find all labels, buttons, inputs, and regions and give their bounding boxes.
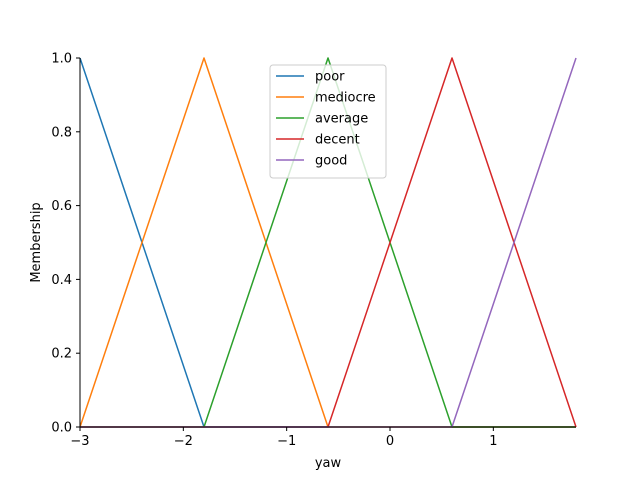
legend-label-mediocre: mediocre	[315, 91, 376, 106]
y-tick-label: 0.0	[51, 421, 72, 436]
x-tick-label: −2	[174, 434, 193, 449]
x-tick-label: −1	[277, 434, 296, 449]
y-tick-label: 0.6	[51, 199, 72, 214]
x-tick-label: 0	[386, 434, 394, 449]
legend-label-average: average	[315, 112, 368, 127]
y-tick-label: 0.4	[51, 273, 72, 288]
y-tick-label: 0.2	[51, 347, 72, 362]
axes-layer: −3 −2 −1 0 1 0.0 0.2 0.4 0.6 0.8 1.0	[51, 52, 576, 449]
y-tick-label: 0.8	[51, 125, 72, 140]
x-axis-label: yaw	[315, 456, 342, 471]
legend: poor mediocre average decent good	[269, 64, 387, 179]
legend-label-good: good	[315, 154, 347, 169]
legend-label-poor: poor	[315, 70, 345, 85]
legend-label-decent: decent	[315, 133, 360, 148]
x-tick-label: 1	[489, 434, 497, 449]
y-axis-label: Membership	[29, 202, 44, 282]
x-tick-label: −3	[70, 434, 89, 449]
legend-box	[269, 64, 387, 179]
y-tick-label: 1.0	[51, 52, 72, 67]
